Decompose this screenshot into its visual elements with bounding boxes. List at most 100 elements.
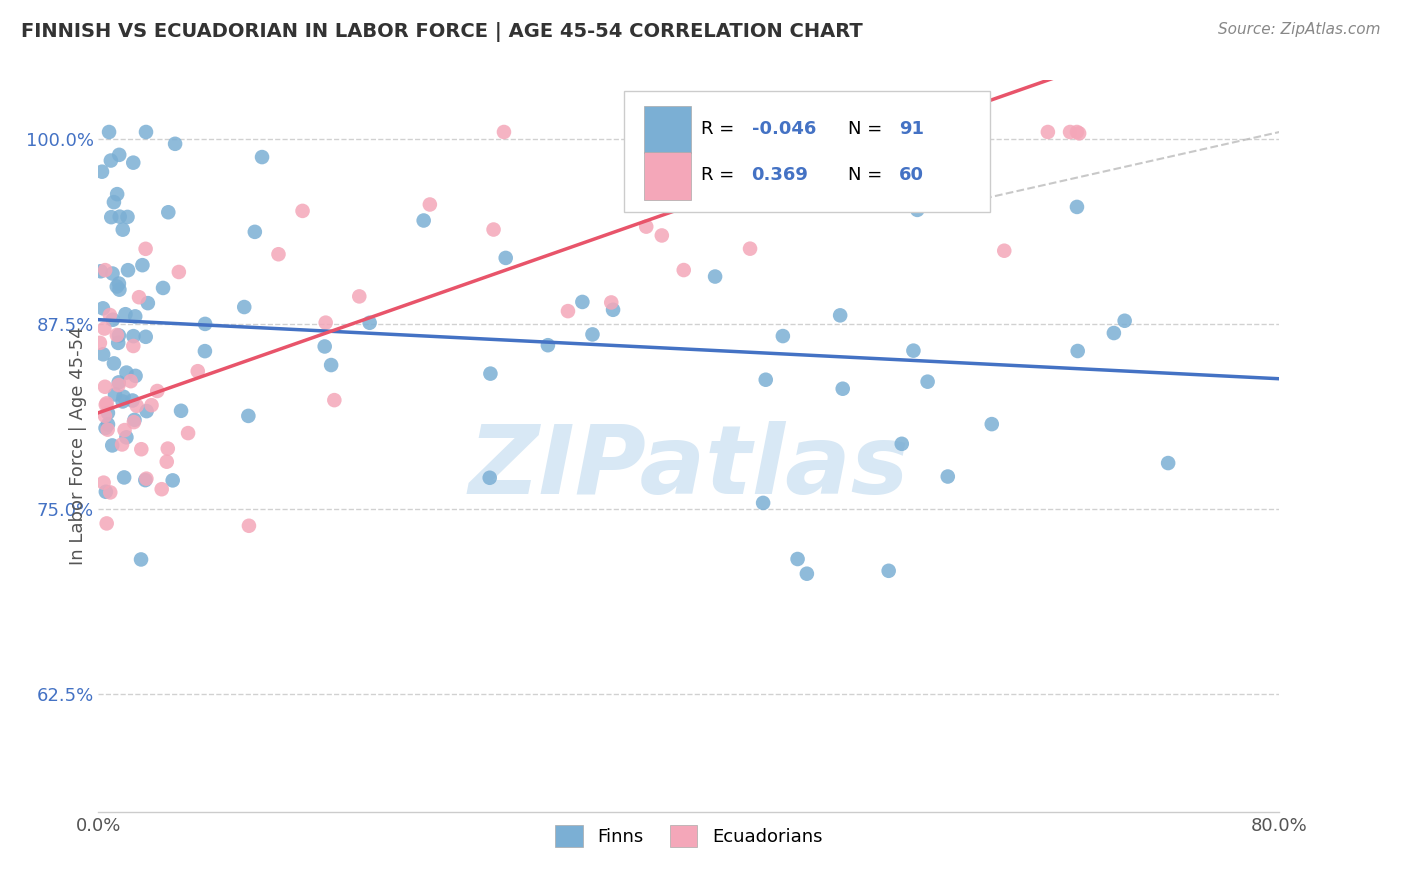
Point [94,409,117,423]
Point [238,409,260,423]
Point [786,552,808,566]
Point [108,277,131,291]
Point [115,366,138,380]
Point [755,373,778,387]
Point [122,329,145,343]
Point [120,374,142,388]
Point [412,213,434,227]
Point [177,426,200,441]
Text: N =: N = [848,167,889,185]
Y-axis label: In Labor Force | Age 45-54: In Labor Force | Age 45-54 [69,326,87,566]
Point [105,328,128,343]
Point [162,474,184,488]
Point [830,309,852,323]
Point [492,125,515,139]
Point [96,396,118,410]
Point [187,364,209,378]
Text: 0.369: 0.369 [752,167,808,185]
Point [980,417,1002,431]
Point [141,398,163,412]
Point [131,442,153,457]
Point [103,356,125,370]
Point [1036,125,1059,139]
Point [1069,126,1091,140]
Point [993,244,1015,258]
Point [905,202,928,217]
Point [134,473,156,487]
Point [479,367,502,381]
Point [704,269,727,284]
Text: 60: 60 [900,167,924,185]
Point [1066,200,1088,214]
Point [135,330,157,344]
Point [917,375,939,389]
Point [105,187,128,202]
Point [903,343,925,358]
Point [101,312,124,326]
Point [1067,343,1090,358]
FancyBboxPatch shape [644,152,692,200]
Point [267,247,290,261]
Text: ZIPatlas: ZIPatlas [468,421,910,515]
Point [936,469,959,483]
Point [112,390,135,404]
Point [108,148,131,162]
Point [349,289,371,303]
Point [495,251,517,265]
Point [111,437,134,451]
Point [136,296,159,310]
Point [94,380,117,394]
Point [152,281,174,295]
Point [107,378,129,392]
Point [1157,456,1180,470]
FancyBboxPatch shape [624,91,990,212]
Point [94,263,117,277]
Point [321,358,343,372]
Point [315,316,337,330]
Point [165,136,187,151]
Point [167,265,190,279]
Point [124,368,146,383]
Point [135,125,157,139]
Point [101,438,124,452]
Point [107,335,129,350]
Legend: Finns, Ecuadorians: Finns, Ecuadorians [548,817,830,854]
Point [91,164,114,178]
Point [537,338,560,352]
Point [122,415,145,429]
Point [1114,314,1136,328]
Text: R =: R = [700,167,745,185]
Point [557,304,579,318]
Point [716,129,738,144]
Point [194,344,217,359]
Point [482,222,505,236]
Point [135,404,157,418]
Point [94,421,117,435]
Point [233,300,256,314]
Point [831,382,853,396]
Point [114,423,136,437]
Text: N =: N = [848,120,889,138]
Point [1066,125,1088,139]
Point [98,485,121,500]
Point [129,552,152,566]
Point [135,242,157,256]
Point [97,423,120,437]
Point [314,339,336,353]
Point [752,496,775,510]
Point [359,316,381,330]
Point [602,302,624,317]
Point [124,310,146,324]
Point [194,317,217,331]
Text: -0.046: -0.046 [752,120,815,138]
Point [707,137,730,152]
Point [101,267,124,281]
Point [772,329,794,343]
Point [111,222,134,236]
Point [97,417,120,432]
Point [90,264,112,278]
Point [105,279,128,293]
Text: 91: 91 [900,120,924,138]
Point [238,518,260,533]
Point [571,295,593,310]
